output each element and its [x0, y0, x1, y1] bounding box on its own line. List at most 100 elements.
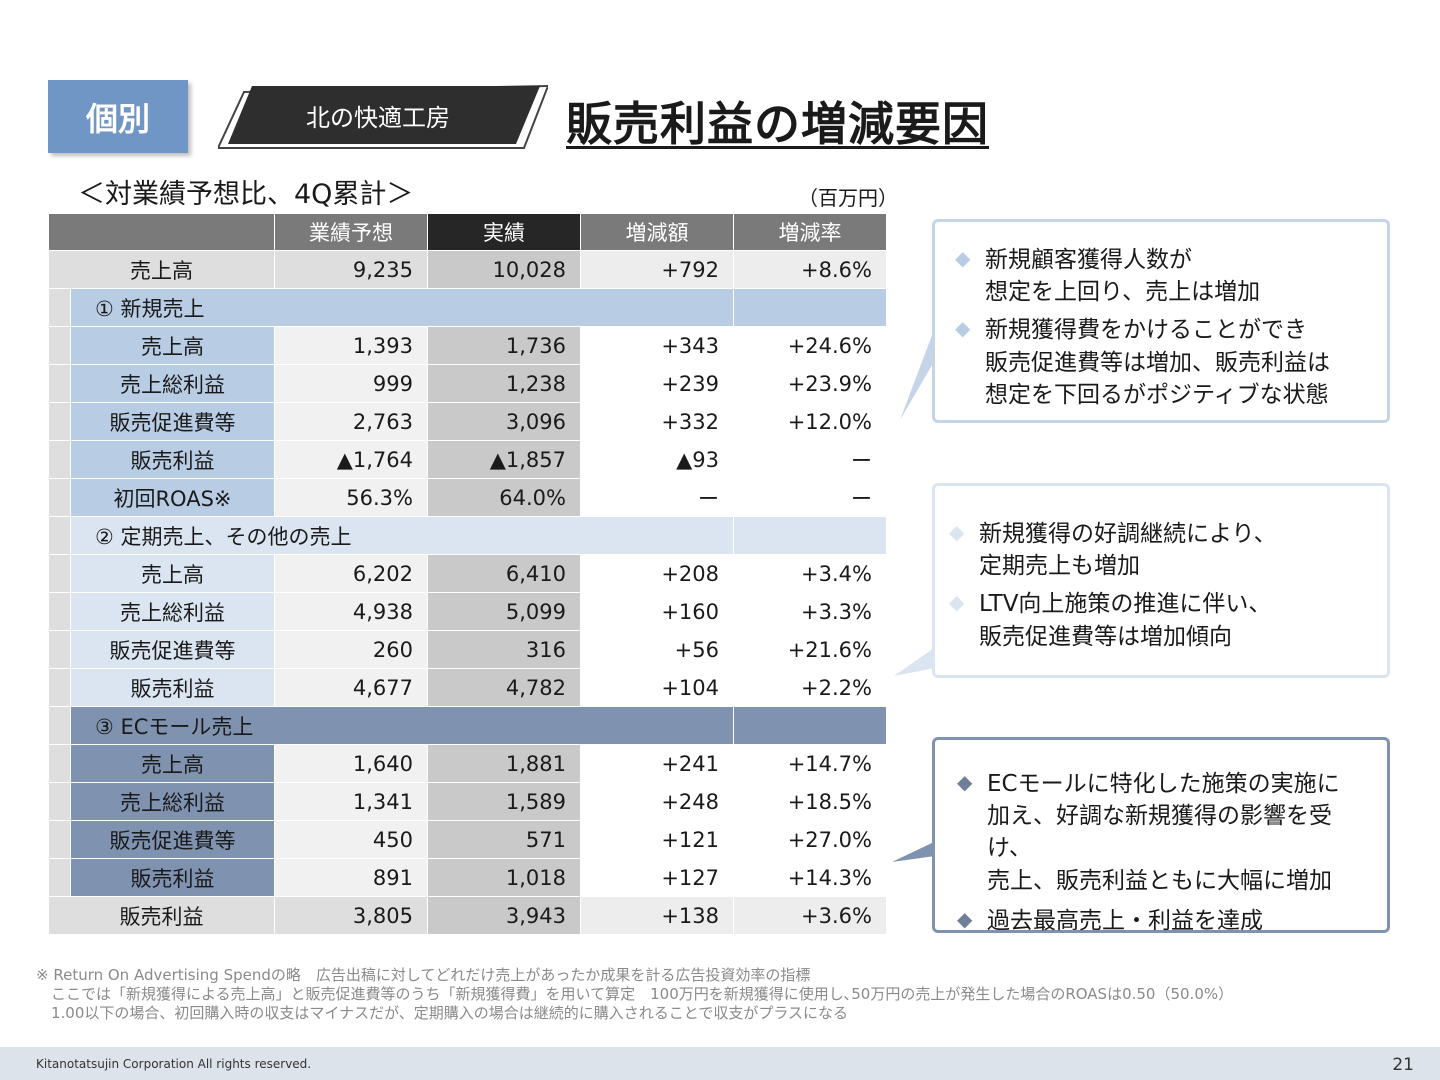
diamond-icon: ◆ [949, 520, 965, 544]
cell-diff: +239 [580, 364, 734, 403]
table-row: 売上高 1,393 1,736 +343 +24.6% [48, 326, 887, 365]
cell-actual: 10,028 [427, 250, 581, 289]
footnote-line: ※ Return On Advertising Spendの略 広告出稿に対して… [36, 966, 811, 984]
table-row: 初回ROAS※ 56.3% 64.0% ー ー [48, 478, 887, 517]
cell-actual: 5,099 [427, 592, 581, 631]
row-label: 売上総利益 [70, 782, 275, 821]
cell-plan: ▲1,764 [274, 440, 428, 479]
cell-diff: +792 [580, 250, 734, 289]
cell-rate: +2.2% [733, 668, 887, 707]
cell-diff: +138 [580, 896, 734, 935]
table-row: 売上高 1,640 1,881 +241 +14.7% [48, 744, 887, 783]
cell-diff: +127 [580, 858, 734, 897]
row-label: 販売促進費等 [70, 402, 275, 441]
header-actual: 実績 [427, 213, 581, 251]
row-label: 売上高 [48, 250, 275, 289]
callout-pointer-3 [892, 842, 935, 862]
table-row: 売上総利益 4,938 5,099 +160 +3.3% [48, 592, 887, 631]
cell-actual: 6,410 [427, 554, 581, 593]
page-title: 販売利益の増減要因 [566, 97, 989, 151]
section-header-subscription: ② 定期売上、その他の売上 [48, 516, 887, 555]
footnote-line: 1.00以下の場合、初回購入時の収支はマイナスだが、定期購入の場合は継続的に購入… [36, 1003, 849, 1022]
callout-subscription: ◆ 新規獲得の好調継続により、 定期売上も増加 ◆ LTV向上施策の推進に伴い、 販売促… [932, 483, 1390, 678]
cell-plan: 1,341 [274, 782, 428, 821]
cell-plan: 4,938 [274, 592, 428, 631]
unit-label: （百万円） [798, 186, 898, 210]
row-label: 売上総利益 [70, 592, 275, 631]
row-label: 販売促進費等 [70, 820, 275, 859]
row-label: 販売利益 [70, 668, 275, 707]
table-row: 売上総利益 1,341 1,589 +248 +18.5% [48, 782, 887, 821]
cell-diff: +332 [580, 402, 734, 441]
cell-rate: +14.7% [733, 744, 887, 783]
cell-plan: 56.3% [274, 478, 428, 517]
table-row: 販売利益 ▲1,764 ▲1,857 ▲93 ー [48, 440, 887, 479]
callout-pointer-2 [894, 648, 935, 676]
row-label: 初回ROAS※ [70, 478, 275, 517]
header-diff: 増減額 [580, 213, 734, 251]
cell-diff: +56 [580, 630, 734, 669]
callout-pointers [892, 330, 935, 862]
table-row: 売上高 6,202 6,410 +208 +3.4% [48, 554, 887, 593]
header-blank [48, 213, 275, 251]
cell-actual: 1,589 [427, 782, 581, 821]
row-label: 販売利益 [70, 858, 275, 897]
cell-plan: 1,640 [274, 744, 428, 783]
callout-bullet: ◆ 新規獲得の好調継続により、 定期売上も増加 [949, 520, 1277, 580]
cell-actual: 571 [427, 820, 581, 859]
table-row-total-sales: 売上高 9,235 10,028 +792 +8.6% [48, 250, 887, 289]
cell-actual: 3,096 [427, 402, 581, 441]
cell-diff: +121 [580, 820, 734, 859]
table-row: 販売促進費等 2,763 3,096 +332 +12.0% [48, 402, 887, 441]
cell-diff: +104 [580, 668, 734, 707]
cell-plan: 2,763 [274, 402, 428, 441]
section-header-ec-mall: ③ ECモール売上 [48, 706, 887, 745]
cell-rate: ー [733, 440, 887, 479]
company-parallelogram [218, 84, 548, 149]
table-row-total-profit: 販売利益 3,805 3,943 +138 +3.6% [48, 896, 887, 935]
cell-rate: +3.6% [733, 896, 887, 935]
header-plan: 業績予想 [274, 213, 428, 251]
cell-actual: 1,018 [427, 858, 581, 897]
cell-diff: +343 [580, 326, 734, 365]
table-header-row: 業績予想 実績 増減額 増減率 [48, 213, 887, 251]
cell-plan: 3,805 [274, 896, 428, 935]
cell-rate: +14.3% [733, 858, 887, 897]
cell-plan: 999 [274, 364, 428, 403]
row-label: 販売促進費等 [70, 630, 275, 669]
cell-actual: 1,881 [427, 744, 581, 783]
row-label: 売上高 [70, 326, 275, 365]
cell-plan: 1,393 [274, 326, 428, 365]
header-rate: 増減率 [733, 213, 887, 251]
callout-ec-mall: ◆ ECモールに特化した施策の実施に 加え、好調な新規獲得の影響を受け、 売上、販売利… [932, 737, 1390, 934]
callout-bullet: ◆ 過去最高売上・利益を達成 [957, 906, 1263, 934]
cell-rate: +12.0% [733, 402, 887, 441]
table-row: 販売促進費等 260 316 +56 +21.6% [48, 630, 887, 669]
row-label: 売上高 [70, 554, 275, 593]
cell-diff: ー [580, 478, 734, 517]
section-badge: 個別 [48, 80, 188, 153]
cell-diff: +248 [580, 782, 734, 821]
cell-rate: ー [733, 478, 887, 517]
callout-pointer-1 [900, 330, 935, 420]
profit-factors-table: 業績予想 実績 増減額 増減率 売上高 9,235 10,028 +792 +8… [48, 213, 887, 935]
cell-actual: 1,238 [427, 364, 581, 403]
callout-bullet: ◆ 新規獲得費をかけることができ 販売促進費等は増加、販売利益は 想定を下回るがポジテ… [955, 316, 1330, 408]
cell-rate: +8.6% [733, 250, 887, 289]
diamond-icon: ◆ [957, 770, 973, 794]
cell-diff: +208 [580, 554, 734, 593]
section-title: ③ ECモール売上 [70, 706, 734, 745]
section-title: ② 定期売上、その他の売上 [70, 516, 734, 555]
cell-actual: 316 [427, 630, 581, 669]
copyright: Kitanotatsujin Corporation All rights re… [36, 1057, 312, 1071]
table-subtitle: ＜対業績予想比、4Q累計＞ [78, 179, 414, 210]
cell-plan: 891 [274, 858, 428, 897]
row-label: 売上総利益 [70, 364, 275, 403]
page-number: 21 [1392, 1055, 1414, 1075]
table-row: 販売促進費等 450 571 +121 +27.0% [48, 820, 887, 859]
callout-new-sales: ◆ 新規顧客獲得人数が 想定を上回り、売上は増加 ◆ 新規獲得費をかけることができ 販売… [932, 219, 1390, 423]
company-label: 北の快適工房 [218, 84, 548, 149]
cell-rate: +24.6% [733, 326, 887, 365]
cell-plan: 9,235 [274, 250, 428, 289]
callout-bullet: ◆ 新規顧客獲得人数が 想定を上回り、売上は増加 [955, 246, 1261, 306]
